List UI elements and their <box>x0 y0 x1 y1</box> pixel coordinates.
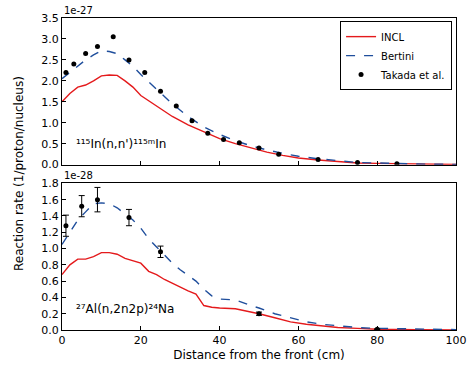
svg-text:Reaction rate (1/proton/nucleu: Reaction rate (1/proton/nucleus) <box>12 76 26 271</box>
svg-text:0.2: 0.2 <box>41 308 59 321</box>
svg-text:0.0: 0.0 <box>41 158 59 171</box>
svg-text:1.8: 1.8 <box>41 177 59 190</box>
svg-text:1.5: 1.5 <box>41 96 59 109</box>
svg-text:1.4: 1.4 <box>41 210 59 223</box>
svg-text:20: 20 <box>134 334 148 347</box>
svg-text:1.6: 1.6 <box>41 194 59 207</box>
svg-text:2.5: 2.5 <box>41 54 59 67</box>
svg-text:3.0: 3.0 <box>41 33 59 46</box>
svg-text:0.4: 0.4 <box>41 291 59 304</box>
svg-text:100: 100 <box>446 334 467 347</box>
svg-text:0: 0 <box>59 334 66 347</box>
svg-text:1.2: 1.2 <box>41 226 59 239</box>
svg-text:3.5: 3.5 <box>41 12 59 25</box>
svg-text:1.0: 1.0 <box>41 242 59 255</box>
svg-text:2.0: 2.0 <box>41 75 59 88</box>
svg-text:40: 40 <box>213 334 227 347</box>
svg-text:0.6: 0.6 <box>41 275 59 288</box>
svg-text:¹¹⁵In(n,n')¹¹⁵ᵐIn: ¹¹⁵In(n,n')¹¹⁵ᵐIn <box>76 137 166 151</box>
svg-text:80: 80 <box>370 334 384 347</box>
svg-text:Bertini: Bertini <box>381 51 414 62</box>
svg-text:1e-28: 1e-28 <box>64 170 93 181</box>
svg-text:0.0: 0.0 <box>41 324 59 337</box>
svg-text:²⁷Al(n,2n2p)²⁴Na: ²⁷Al(n,2n2p)²⁴Na <box>76 302 174 316</box>
svg-text:0.5: 0.5 <box>41 138 59 151</box>
svg-text:Distance from the front (cm): Distance from the front (cm) <box>173 348 345 362</box>
svg-text:1.0: 1.0 <box>41 117 59 130</box>
svg-text:60: 60 <box>291 334 305 347</box>
svg-text:Takada et al.: Takada et al. <box>380 70 444 81</box>
svg-text:1e-27: 1e-27 <box>64 5 93 16</box>
svg-text:INCL: INCL <box>381 32 404 43</box>
svg-text:0.8: 0.8 <box>41 259 59 272</box>
